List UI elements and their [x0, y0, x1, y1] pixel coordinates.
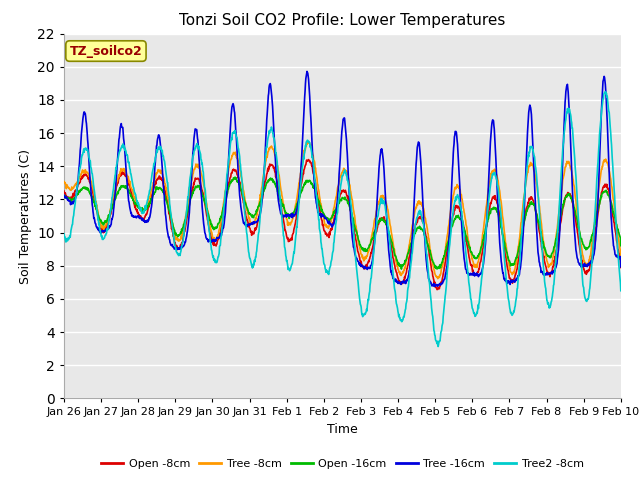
Title: Tonzi Soil CO2 Profile: Lower Temperatures: Tonzi Soil CO2 Profile: Lower Temperatur…	[179, 13, 506, 28]
Y-axis label: Soil Temperatures (C): Soil Temperatures (C)	[19, 148, 31, 284]
X-axis label: Time: Time	[327, 423, 358, 436]
Text: TZ_soilco2: TZ_soilco2	[70, 45, 142, 58]
Legend: Open -8cm, Tree -8cm, Open -16cm, Tree -16cm, Tree2 -8cm: Open -8cm, Tree -8cm, Open -16cm, Tree -…	[97, 454, 588, 473]
